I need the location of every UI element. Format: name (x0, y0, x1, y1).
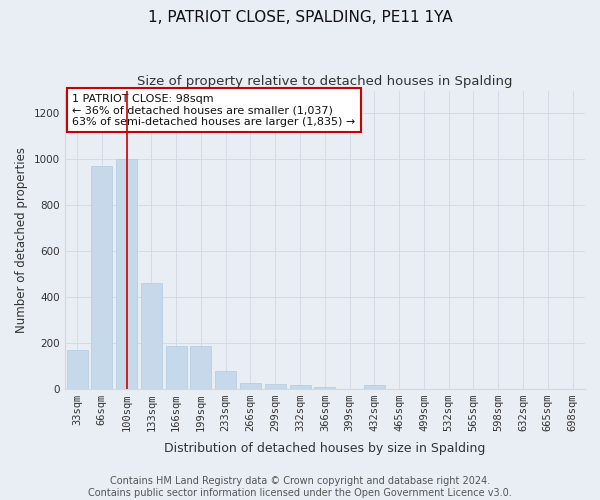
Bar (265, 384, 286, 388)
Bar (190, 346, 211, 389)
Bar (91, 166, 112, 388)
Bar (67, 350, 88, 389)
Bar (290, 385, 311, 388)
Title: Size of property relative to detached houses in Spalding: Size of property relative to detached ho… (137, 75, 512, 88)
Bar (141, 283, 162, 389)
Y-axis label: Number of detached properties: Number of detached properties (15, 146, 28, 332)
Text: 1 PATRIOT CLOSE: 98sqm
← 36% of detached houses are smaller (1,037)
63% of semi-: 1 PATRIOT CLOSE: 98sqm ← 36% of detached… (73, 94, 356, 126)
Bar (314, 386, 335, 388)
Bar (364, 385, 385, 388)
Bar (166, 346, 187, 389)
Bar (116, 160, 137, 388)
Text: Contains HM Land Registry data © Crown copyright and database right 2024.
Contai: Contains HM Land Registry data © Crown c… (88, 476, 512, 498)
X-axis label: Distribution of detached houses by size in Spalding: Distribution of detached houses by size … (164, 442, 485, 455)
Bar (215, 372, 236, 388)
Bar (240, 383, 261, 388)
Text: 1, PATRIOT CLOSE, SPALDING, PE11 1YA: 1, PATRIOT CLOSE, SPALDING, PE11 1YA (148, 10, 452, 25)
